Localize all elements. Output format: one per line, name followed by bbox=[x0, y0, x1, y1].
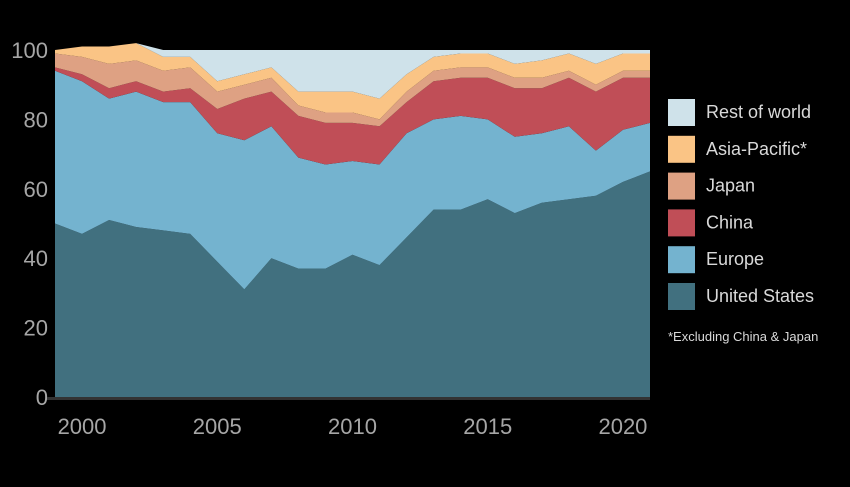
legend-swatch-japan bbox=[668, 172, 695, 200]
area-asia-pacific bbox=[55, 43, 650, 120]
y-tick-label: 80 bbox=[24, 107, 48, 132]
legend: Rest of world Asia-Pacific* Japan China Euro… bbox=[668, 99, 814, 310]
y-tick-label: 40 bbox=[24, 246, 48, 271]
legend-swatch-asia-pacific bbox=[668, 135, 695, 163]
area-europe bbox=[55, 70, 650, 290]
legend-label-united-states: United States bbox=[706, 286, 814, 306]
y-axis: 0 20 40 60 80 100 bbox=[11, 38, 48, 410]
legend-label-rest-of-world: Rest of world bbox=[706, 102, 811, 122]
legend-footnote: *Excluding China & Japan bbox=[668, 329, 818, 344]
area-united-states bbox=[55, 171, 650, 397]
area-layers bbox=[55, 43, 650, 397]
y-tick-label: 20 bbox=[24, 316, 48, 341]
area-china bbox=[55, 67, 650, 165]
x-tick-label: 2015 bbox=[463, 414, 512, 439]
y-tick-label: 100 bbox=[11, 38, 48, 63]
legend-swatch-europe bbox=[668, 246, 695, 274]
x-tick-label: 2010 bbox=[328, 414, 377, 439]
legend-swatch-rest-of-world bbox=[668, 99, 695, 126]
x-tick-label: 2000 bbox=[58, 414, 107, 439]
legend-label-europe: Europe bbox=[706, 249, 764, 269]
legend-label-japan: Japan bbox=[706, 176, 755, 196]
y-tick-label: 0 bbox=[36, 385, 48, 410]
x-axis: 2000 2005 2010 2015 2020 bbox=[47, 397, 650, 439]
area-japan bbox=[55, 53, 650, 127]
y-tick-label: 60 bbox=[24, 177, 48, 202]
legend-label-china: China bbox=[706, 212, 754, 232]
legend-swatch-united-states bbox=[668, 283, 695, 310]
x-tick-label: 2020 bbox=[598, 414, 647, 439]
legend-label-asia-pacific: Asia-Pacific* bbox=[706, 139, 807, 159]
legend-swatch-china bbox=[668, 209, 695, 237]
area-rest-of-world bbox=[55, 43, 650, 99]
x-tick-label: 2005 bbox=[193, 414, 242, 439]
